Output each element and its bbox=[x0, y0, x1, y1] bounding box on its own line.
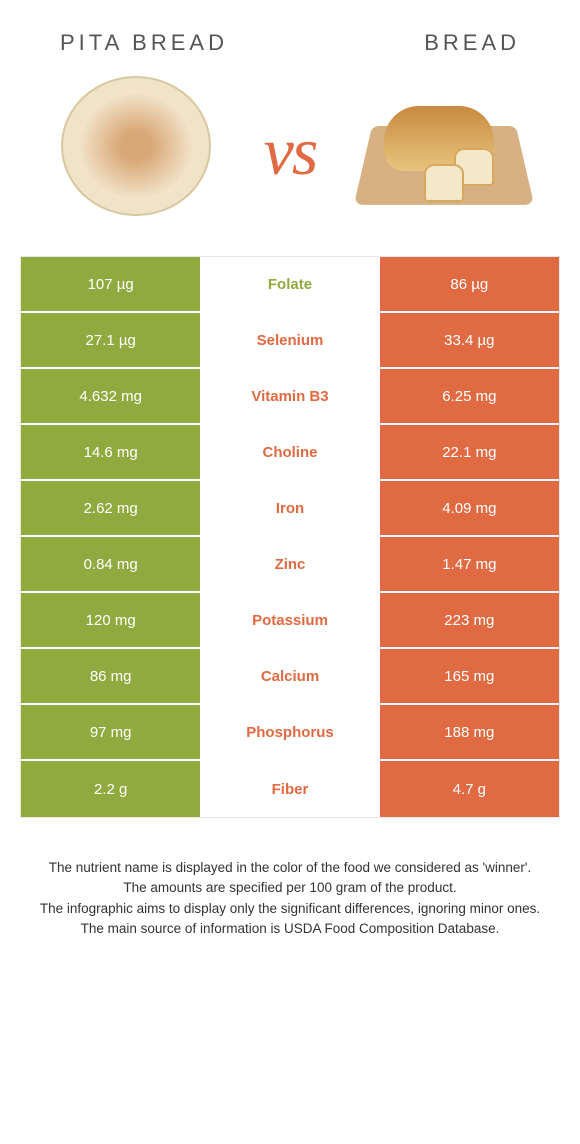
nutrient-label: Vitamin B3 bbox=[200, 369, 379, 423]
table-row: 120 mgPotassium223 mg bbox=[21, 593, 559, 649]
table-row: 14.6 mgCholine22.1 mg bbox=[21, 425, 559, 481]
nutrient-label: Iron bbox=[200, 481, 379, 535]
footnote-line: The nutrient name is displayed in the co… bbox=[30, 858, 550, 878]
left-value: 86 mg bbox=[21, 649, 200, 703]
footnote-line: The infographic aims to display only the… bbox=[30, 899, 550, 919]
header: PITA BREAD BREAD bbox=[0, 0, 580, 66]
nutrient-label: Potassium bbox=[200, 593, 379, 647]
nutrient-label: Calcium bbox=[200, 649, 379, 703]
right-value: 86 µg bbox=[380, 257, 559, 311]
left-value: 14.6 mg bbox=[21, 425, 200, 479]
hero: vs bbox=[0, 66, 580, 246]
left-food-title: PITA BREAD bbox=[60, 30, 228, 56]
left-value: 97 mg bbox=[21, 705, 200, 759]
left-value: 0.84 mg bbox=[21, 537, 200, 591]
table-row: 2.62 mgIron4.09 mg bbox=[21, 481, 559, 537]
right-value: 188 mg bbox=[380, 705, 559, 759]
right-value: 1.47 mg bbox=[380, 537, 559, 591]
left-value: 2.2 g bbox=[21, 761, 200, 817]
nutrient-label: Zinc bbox=[200, 537, 379, 591]
table-row: 27.1 µgSelenium33.4 µg bbox=[21, 313, 559, 369]
table-row: 2.2 gFiber4.7 g bbox=[21, 761, 559, 817]
table-row: 4.632 mgVitamin B36.25 mg bbox=[21, 369, 559, 425]
footnote-line: The amounts are specified per 100 gram o… bbox=[30, 878, 550, 898]
right-value: 22.1 mg bbox=[380, 425, 559, 479]
table-row: 107 µgFolate86 µg bbox=[21, 257, 559, 313]
nutrient-label: Selenium bbox=[200, 313, 379, 367]
nutrient-label: Fiber bbox=[200, 761, 379, 817]
vs-label: vs bbox=[264, 112, 317, 191]
right-value: 6.25 mg bbox=[380, 369, 559, 423]
table-row: 97 mgPhosphorus188 mg bbox=[21, 705, 559, 761]
bread-image bbox=[359, 76, 529, 226]
right-value: 4.7 g bbox=[380, 761, 559, 817]
left-value: 2.62 mg bbox=[21, 481, 200, 535]
table-row: 86 mgCalcium165 mg bbox=[21, 649, 559, 705]
right-value: 165 mg bbox=[380, 649, 559, 703]
nutrient-label: Choline bbox=[200, 425, 379, 479]
left-value: 120 mg bbox=[21, 593, 200, 647]
left-value: 4.632 mg bbox=[21, 369, 200, 423]
right-value: 4.09 mg bbox=[380, 481, 559, 535]
right-value: 33.4 µg bbox=[380, 313, 559, 367]
left-value: 107 µg bbox=[21, 257, 200, 311]
pita-bread-image bbox=[51, 76, 221, 226]
nutrient-label: Folate bbox=[200, 257, 379, 311]
footnote-line: The main source of information is USDA F… bbox=[30, 919, 550, 939]
footnotes: The nutrient name is displayed in the co… bbox=[30, 858, 550, 939]
nutrient-label: Phosphorus bbox=[200, 705, 379, 759]
left-value: 27.1 µg bbox=[21, 313, 200, 367]
table-row: 0.84 mgZinc1.47 mg bbox=[21, 537, 559, 593]
comparison-table: 107 µgFolate86 µg27.1 µgSelenium33.4 µg4… bbox=[20, 256, 560, 818]
right-value: 223 mg bbox=[380, 593, 559, 647]
right-food-title: BREAD bbox=[424, 30, 520, 56]
